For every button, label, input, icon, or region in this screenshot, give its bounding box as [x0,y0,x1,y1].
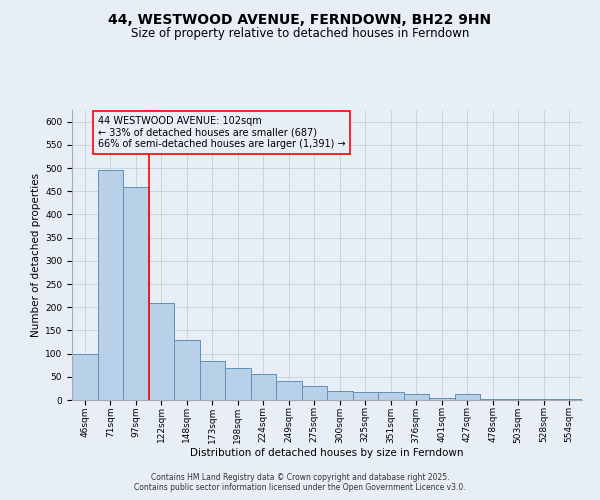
Bar [199,362,225,400]
Bar [327,390,353,400]
Text: Size of property relative to detached houses in Ferndown: Size of property relative to detached ho… [131,28,469,40]
Bar [149,302,174,400]
Y-axis label: Number of detached properties: Number of detached properties [31,173,41,337]
Bar [505,398,531,400]
X-axis label: Distribution of detached houses by size in Ferndown: Distribution of detached houses by size … [190,448,464,458]
Bar [123,186,149,400]
Bar [353,392,378,400]
Bar [174,340,199,400]
Bar [251,374,276,400]
Bar [429,398,455,400]
Bar [97,170,123,400]
Bar [480,398,505,400]
Bar [531,398,557,400]
Bar [404,394,429,400]
Bar [276,382,302,400]
Bar [225,368,251,400]
Bar [302,386,327,400]
Bar [557,399,582,400]
Bar [378,392,404,400]
Bar [72,354,97,400]
Text: Contains HM Land Registry data © Crown copyright and database right 2025.
Contai: Contains HM Land Registry data © Crown c… [134,473,466,492]
Text: 44, WESTWOOD AVENUE, FERNDOWN, BH22 9HN: 44, WESTWOOD AVENUE, FERNDOWN, BH22 9HN [109,12,491,26]
Text: 44 WESTWOOD AVENUE: 102sqm
← 33% of detached houses are smaller (687)
66% of sem: 44 WESTWOOD AVENUE: 102sqm ← 33% of deta… [97,116,345,149]
Bar [455,394,480,400]
